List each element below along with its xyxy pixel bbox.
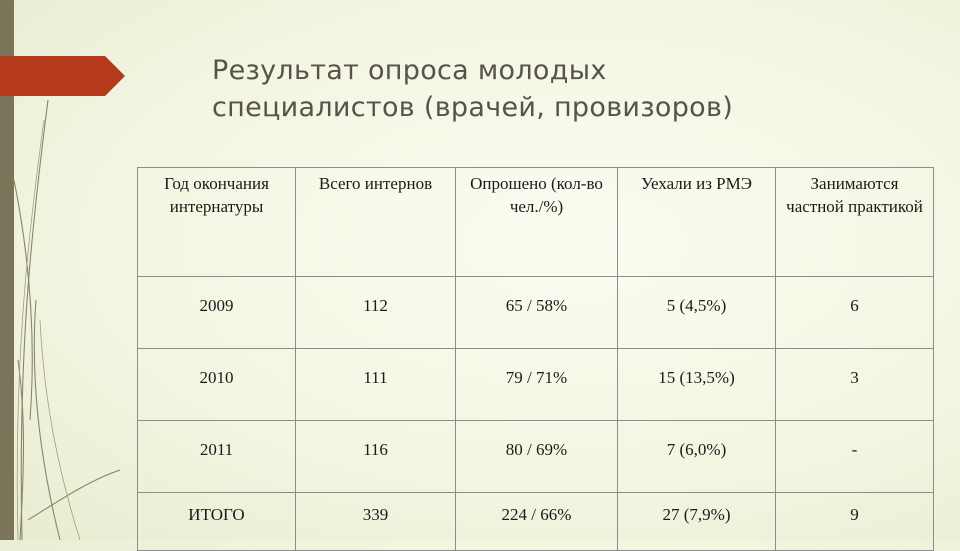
cell-total: 112 bbox=[295, 276, 456, 349]
cell-surveyed: 224 / 66% bbox=[455, 492, 618, 551]
cell-year: 2009 bbox=[137, 276, 296, 349]
decorative-lines bbox=[13, 99, 120, 540]
title-arrow-marker bbox=[0, 56, 125, 96]
survey-results-table: Год окончания интернатуры Всего интернов… bbox=[137, 167, 934, 551]
cell-total: 116 bbox=[295, 420, 456, 493]
header-total-interns: Всего интернов bbox=[295, 167, 456, 277]
cell-surveyed: 79 / 71% bbox=[455, 348, 618, 421]
title-line-2: специалистов (врачей, провизоров) bbox=[212, 92, 734, 123]
cell-left: 7 (6,0%) bbox=[617, 420, 776, 493]
cell-private: 9 bbox=[775, 492, 934, 551]
cell-private: 3 bbox=[775, 348, 934, 421]
table-header-row: Год окончания интернатуры Всего интернов… bbox=[137, 167, 934, 277]
cell-year: 2010 bbox=[137, 348, 296, 421]
header-left-rme: Уехали из РМЭ bbox=[617, 167, 776, 277]
cell-year: 2011 bbox=[137, 420, 296, 493]
slide-title: Результат опроса молодых специалистов (в… bbox=[212, 52, 912, 126]
title-line-1: Результат опроса молодых bbox=[212, 55, 607, 86]
left-accent-bar bbox=[0, 0, 14, 540]
cell-private: - bbox=[775, 420, 934, 493]
cell-surveyed: 80 / 69% bbox=[455, 420, 618, 493]
table-row: 2011 116 80 / 69% 7 (6,0%) - bbox=[137, 420, 934, 493]
cell-surveyed: 65 / 58% bbox=[455, 276, 618, 349]
cell-left: 5 (4,5%) bbox=[617, 276, 776, 349]
header-private-practice: Занимаются частной практикой bbox=[775, 167, 934, 277]
cell-private: 6 bbox=[775, 276, 934, 349]
header-graduation-year: Год окончания интернатуры bbox=[137, 167, 296, 277]
cell-total: 339 bbox=[295, 492, 456, 551]
table-row: 2010 111 79 / 71% 15 (13,5%) 3 bbox=[137, 348, 934, 421]
cell-left: 15 (13,5%) bbox=[617, 348, 776, 421]
header-surveyed: Опрошено (кол-во чел./%) bbox=[455, 167, 618, 277]
table-total-row: ИТОГО 339 224 / 66% 27 (7,9%) 9 bbox=[137, 492, 934, 551]
table-row: 2009 112 65 / 58% 5 (4,5%) 6 bbox=[137, 276, 934, 349]
cell-total: 111 bbox=[295, 348, 456, 421]
cell-year: ИТОГО bbox=[137, 492, 296, 551]
cell-left: 27 (7,9%) bbox=[617, 492, 776, 551]
